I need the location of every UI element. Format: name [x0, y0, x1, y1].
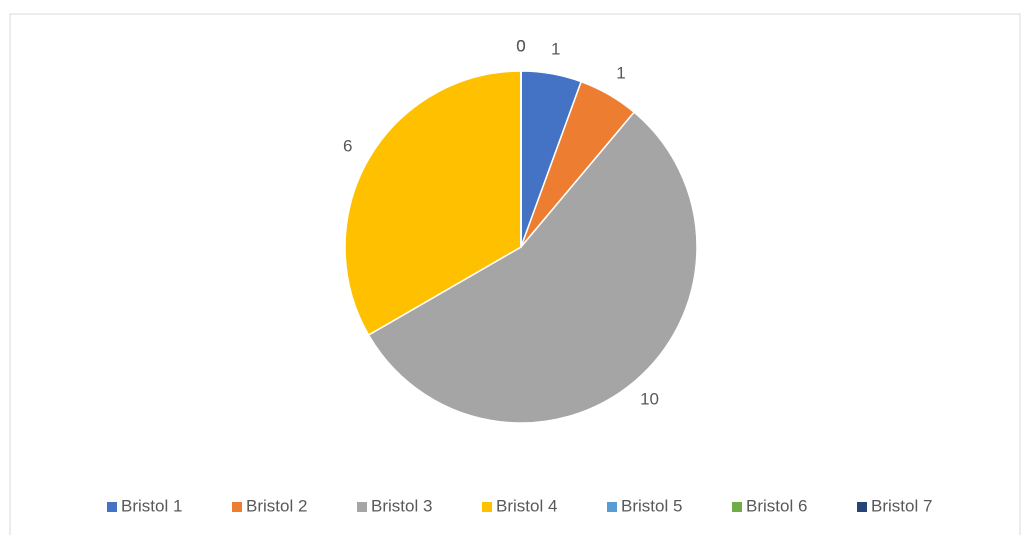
- data-label: 10: [640, 390, 659, 409]
- legend-label: Bristol 3: [371, 496, 432, 515]
- legend-label: Bristol 7: [871, 496, 932, 515]
- data-label: 0: [516, 36, 525, 55]
- legend-swatch: [107, 502, 117, 512]
- legend-swatch: [607, 502, 617, 512]
- legend-label: Bristol 1: [121, 496, 182, 515]
- legend-swatch: [357, 502, 367, 512]
- legend-swatch: [232, 502, 242, 512]
- data-label: 0: [516, 36, 525, 55]
- data-label: 1: [616, 63, 625, 82]
- data-label: 1: [551, 40, 560, 59]
- data-label: 6: [343, 136, 352, 155]
- pie-slice: [344, 70, 522, 337]
- legend-swatch: [857, 502, 867, 512]
- legend-label: Bristol 2: [246, 496, 307, 515]
- data-label: 0: [516, 36, 525, 55]
- legend-label: Bristol 6: [746, 496, 807, 515]
- legend-swatch: [482, 502, 492, 512]
- legend-label: Bristol 5: [621, 496, 682, 515]
- pie-slice: [367, 111, 698, 424]
- legend-swatch: [732, 502, 742, 512]
- legend-label: Bristol 4: [496, 496, 557, 515]
